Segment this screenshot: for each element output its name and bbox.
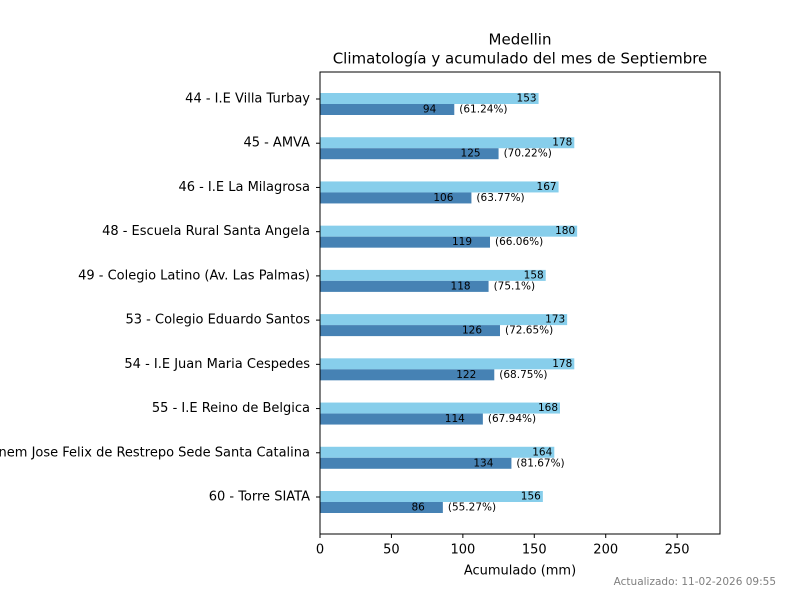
x-tick-label: 250: [665, 543, 690, 558]
value-label: 126: [462, 325, 482, 337]
bar: [320, 325, 500, 337]
percentage-label: (70.22%): [504, 148, 552, 160]
y-tick-label: 48 - Escuela Rural Santa Angela: [102, 224, 310, 239]
bar: [320, 314, 568, 326]
x-tick-label: 100: [450, 543, 475, 558]
bar: [320, 104, 455, 115]
value-label: 158: [524, 269, 544, 281]
percentage-label: (66.06%): [495, 236, 543, 248]
value-label: 134: [473, 457, 493, 469]
value-label: 125: [461, 148, 481, 160]
bar: [320, 192, 472, 204]
bar: [320, 236, 490, 248]
plot-frame: [319, 71, 721, 535]
x-tick-label: 0: [316, 543, 324, 558]
value-label: 114: [445, 413, 465, 425]
value-label: 119: [452, 236, 472, 248]
bar: [320, 225, 578, 237]
value-label: 180: [555, 225, 575, 237]
percentage-label: (75.1%): [494, 280, 536, 292]
bar: [320, 358, 575, 370]
percentage-label: (72.65%): [505, 325, 553, 337]
bar: [320, 457, 512, 469]
bar: [320, 181, 559, 193]
y-tick-label: 55 - I.E Reino de Belgica: [152, 401, 310, 416]
bar: [320, 491, 543, 502]
percentage-label: (63.77%): [476, 192, 524, 204]
chart-title: Medellin: [489, 31, 552, 49]
y-tick-label: 45 - AMVA: [243, 136, 310, 151]
percentage-label: (55.27%): [448, 502, 496, 514]
value-label: 122: [456, 369, 476, 381]
bar: [320, 502, 443, 513]
y-tick-label: 60 - Torre SIATA: [209, 490, 310, 505]
value-label: 153: [517, 93, 537, 105]
value-label: 106: [433, 192, 453, 204]
value-label: 167: [537, 181, 557, 193]
y-tick-label: 54 - I.E Juan Maria Cespedes: [124, 357, 310, 372]
percentage-label: (81.67%): [516, 457, 564, 469]
bar: [320, 369, 495, 381]
value-label: 178: [552, 137, 572, 149]
bar: [320, 93, 539, 104]
bar: [320, 413, 483, 425]
value-label: 118: [451, 280, 471, 292]
bar: [320, 446, 555, 458]
chart-subtitle: Climatología y acumulado del mes de Sept…: [333, 50, 708, 68]
y-tick-label: 44 - I.E Villa Turbay: [185, 92, 310, 107]
value-label: 178: [552, 358, 572, 370]
percentage-label: (68.75%): [499, 369, 547, 381]
bar: [320, 402, 560, 414]
percentage-label: (67.94%): [488, 413, 536, 425]
value-label: 86: [411, 502, 425, 514]
y-tick-label: 46 - I.E La Milagrosa: [178, 180, 310, 195]
y-tick-label: 53 - Colegio Eduardo Santos: [126, 313, 311, 328]
y-tick-label: 49 - Colegio Latino (Av. Las Palmas): [78, 268, 310, 283]
percentage-label: (61.24%): [459, 104, 507, 116]
x-tick-label: 150: [522, 543, 547, 558]
footer: Actualizado: 11-02-2026 09:55: [614, 576, 776, 588]
bar: [320, 148, 499, 160]
bar: [320, 280, 489, 292]
value-label: 164: [532, 446, 552, 458]
bar: [320, 269, 546, 281]
bar: [320, 137, 575, 149]
value-label: 94: [423, 104, 437, 116]
x-axis-label: Acumulado (mm): [464, 564, 576, 579]
value-label: 173: [545, 314, 565, 326]
value-label: 156: [521, 491, 541, 503]
x-tick-label: 50: [383, 543, 400, 558]
x-tick-label: 200: [593, 543, 618, 558]
y-tick-label: Inem Jose Felix de Restrepo Sede Santa C…: [0, 445, 310, 460]
value-label: 168: [538, 402, 558, 414]
